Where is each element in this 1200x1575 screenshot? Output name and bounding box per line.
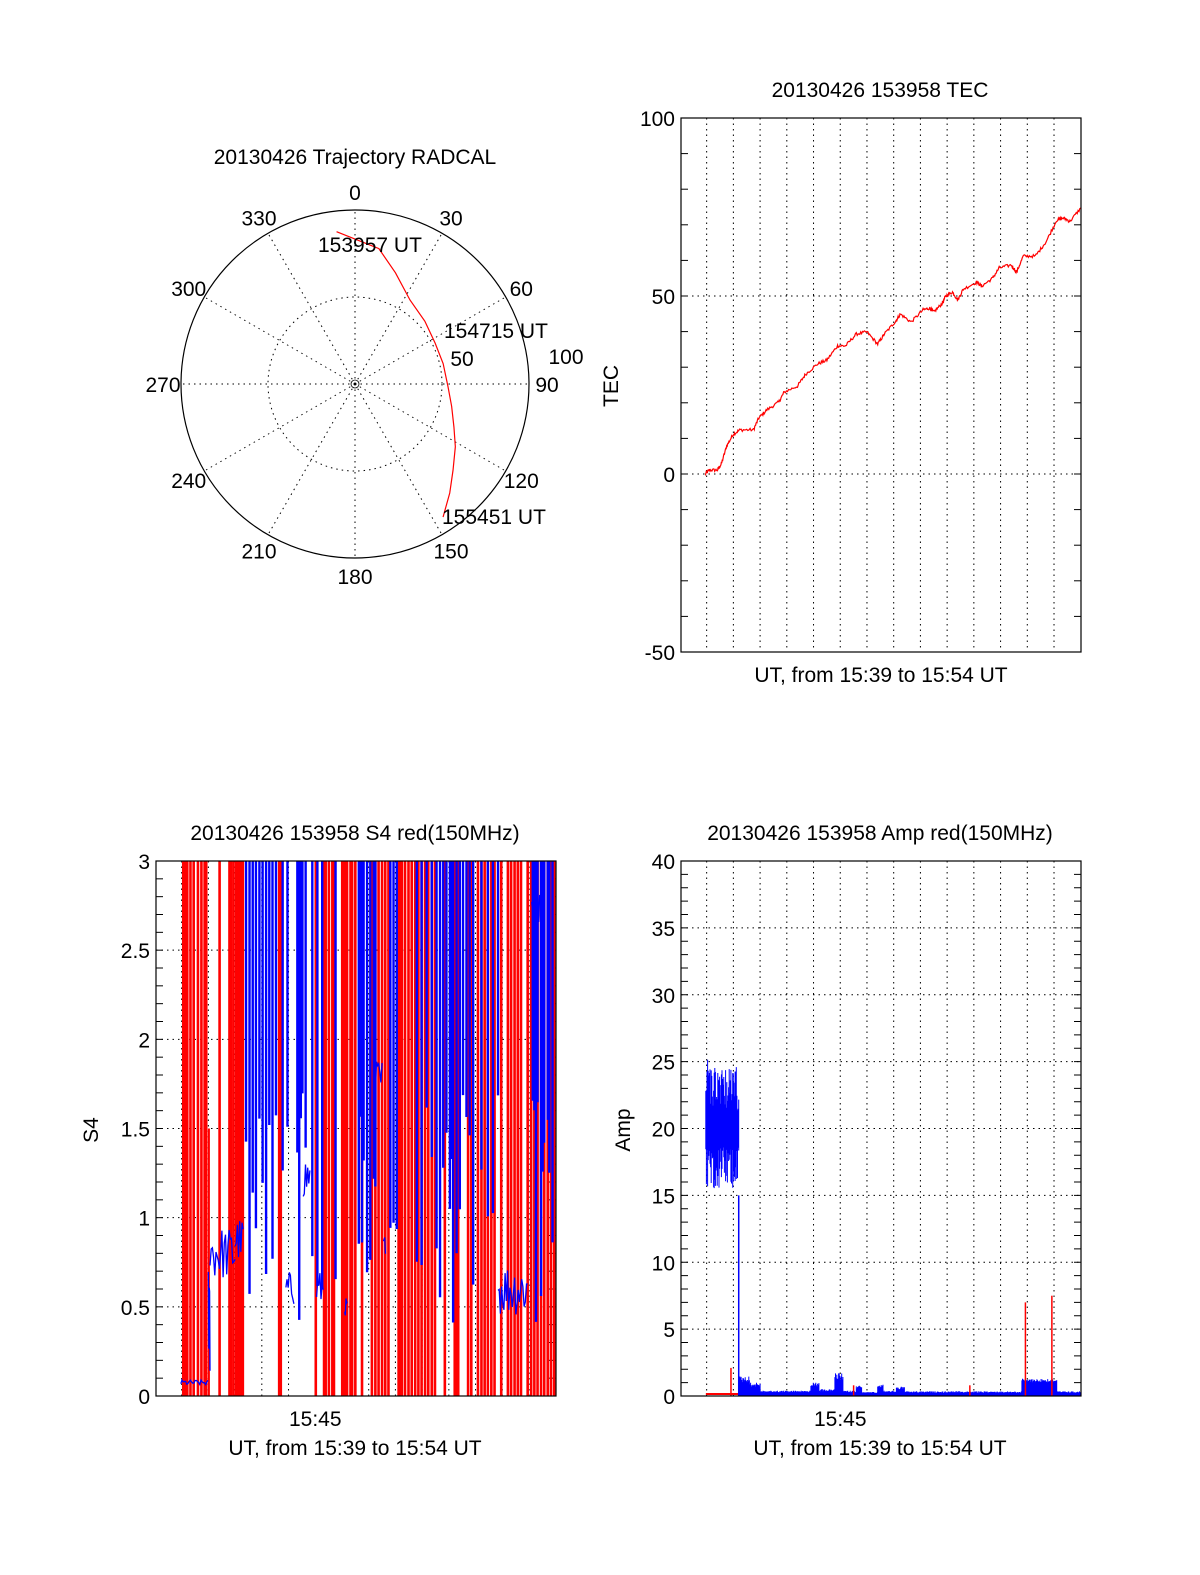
amp-xlabel: UT, from 15:39 to 15:54 UT [753, 1437, 1006, 1460]
s4-blue-noisy-segment [315, 1273, 324, 1300]
polar-angle-label: 120 [504, 470, 539, 493]
s4-y-tick-label: 3 [138, 851, 150, 874]
polar-angle-label: 300 [171, 278, 206, 301]
polar-trajectory-panel: 20130426 Trajectory RADCAL 0 30 60 90 120 150… [145, 146, 583, 589]
amp-y-tick-label: 5 [663, 1319, 675, 1342]
amp-ylabel: Amp [612, 1108, 635, 1151]
amp-title: 20130426 153958 Amp red(150MHz) [707, 822, 1053, 845]
polar-angle-label: 150 [433, 540, 468, 563]
tec-plot-border [680, 117, 1082, 653]
amp-y-tick-label: 15 [652, 1185, 675, 1208]
amp-blue-noisy-segment [877, 1384, 884, 1396]
polar-title: 20130426 Trajectory RADCAL [214, 146, 497, 169]
amp-blue-noisy-segment [705, 1059, 740, 1189]
polar-angle-label: 30 [439, 208, 462, 231]
s4-title: 20130426 153958 S4 red(150MHz) [190, 822, 519, 845]
polar-inner-ring-gridline [267, 296, 443, 472]
amp-y-tick-label: 20 [652, 1119, 675, 1142]
s4-y-tick-label: 0.5 [121, 1297, 150, 1320]
s4-blue-noisy-segment [497, 1270, 528, 1315]
tec-ylabel: TEC [600, 365, 623, 407]
polar-spoke-gridline [354, 296, 506, 385]
s4-y-tick-label: 0 [138, 1386, 150, 1409]
s4-blue-noisy-segment [531, 877, 541, 923]
polar-outer-circle [180, 209, 530, 559]
amp-blue-noisy-segment [834, 1373, 844, 1396]
polar-angle-label: 0 [349, 182, 361, 205]
tec-title: 20130426 153958 TEC [772, 79, 989, 102]
polar-angle-label: 210 [241, 540, 276, 563]
polar-spoke-gridline [354, 383, 506, 472]
amp-y-tick-label: 10 [652, 1252, 675, 1275]
polar-time-annotation: 154715 UT [444, 320, 548, 343]
s4-blue-noisy-segment [180, 1378, 209, 1387]
s4-blue-noisy-segment [302, 1164, 311, 1197]
tec-y-tick-label: -50 [645, 642, 675, 665]
polar-trajectory-line [336, 231, 456, 518]
polar-angle-label: 270 [145, 374, 180, 397]
amp-y-tick-label: 25 [652, 1052, 675, 1075]
s4-y-tick-label: 2.5 [121, 940, 150, 963]
tec-panel: 20130426 153958 TEC UT, from 15:39 to 15… [600, 79, 1082, 687]
polar-angle-label: 180 [337, 566, 372, 589]
s4-y-tick-label: 1 [138, 1208, 150, 1231]
polar-radial-label: 50 [450, 348, 473, 371]
tec-xlabel: UT, from 15:39 to 15:54 UT [754, 664, 1007, 687]
amp-plot-border [680, 860, 1082, 1397]
polar-spoke-gridline [354, 233, 443, 385]
s4-plot-border [155, 860, 557, 1397]
polar-spoke-gridline [354, 383, 443, 535]
amp-blue-noisy-segment [855, 1385, 863, 1396]
amp-y-tick-label: 40 [652, 851, 675, 874]
polar-spoke-gridline [204, 296, 356, 385]
amp-blue-noisy-segment [810, 1382, 820, 1396]
s4-blue-noisy-segment [343, 1298, 348, 1316]
polar-time-annotation: 155451 UT [442, 506, 546, 529]
amp-blue-noisy-segment [895, 1386, 905, 1396]
polar-angle-label: 60 [510, 278, 533, 301]
amp-blue-noisy-segment [818, 1389, 836, 1396]
tec-y-tick-label: 0 [663, 464, 675, 487]
amp-y-tick-label: 0 [663, 1386, 675, 1409]
amp-x-tick-label: 15:45 [814, 1408, 867, 1431]
polar-angle-label: 330 [241, 208, 276, 231]
amp-panel: 20130426 153958 Amp red(150MHz) UT, from… [612, 822, 1082, 1460]
s4-blue-noisy-segment [209, 1229, 236, 1278]
s4-blue-noisy-segment [374, 1061, 383, 1089]
s4-blue-noisy-segment [234, 1221, 244, 1258]
polar-spoke-gridline [267, 233, 356, 385]
tec-y-tick-label: 100 [640, 108, 675, 131]
s4-y-tick-label: 1.5 [121, 1119, 150, 1142]
polar-time-annotation: 153957 UT [318, 234, 422, 257]
tec-series-line [704, 207, 1082, 477]
amp-blue-noisy-segment [861, 1392, 879, 1396]
amp-y-tick-label: 30 [652, 985, 675, 1008]
polar-angle-label: 90 [535, 374, 558, 397]
s4-blue-noisy-segment [285, 1272, 295, 1304]
s4-blue-noisy-segment [382, 1237, 387, 1254]
s4-y-tick-label: 2 [138, 1029, 150, 1052]
amp-blue-noisy-segment [1056, 1391, 1082, 1396]
tec-y-tick-label: 50 [652, 286, 675, 309]
polar-center-mark [350, 379, 360, 389]
polar-angle-label: 240 [171, 470, 206, 493]
amp-blue-noisy-segment [882, 1390, 897, 1396]
polar-spoke-gridline [204, 383, 356, 472]
s4-x-tick-label: 15:45 [289, 1408, 342, 1431]
amp-y-tick-label: 35 [652, 918, 675, 941]
amp-blue-noisy-segment [759, 1390, 812, 1396]
s4-blue-noisy-segment [207, 1271, 211, 1371]
polar-spoke-gridline [267, 383, 356, 535]
amp-blue-noisy-segment [748, 1382, 761, 1396]
s4-panel: 20130426 153958 S4 red(150MHz) UT, from … [80, 822, 557, 1460]
s4-xlabel: UT, from 15:39 to 15:54 UT [228, 1437, 481, 1460]
polar-radial-label: 100 [548, 346, 583, 369]
s4-ylabel: S4 [80, 1117, 103, 1143]
